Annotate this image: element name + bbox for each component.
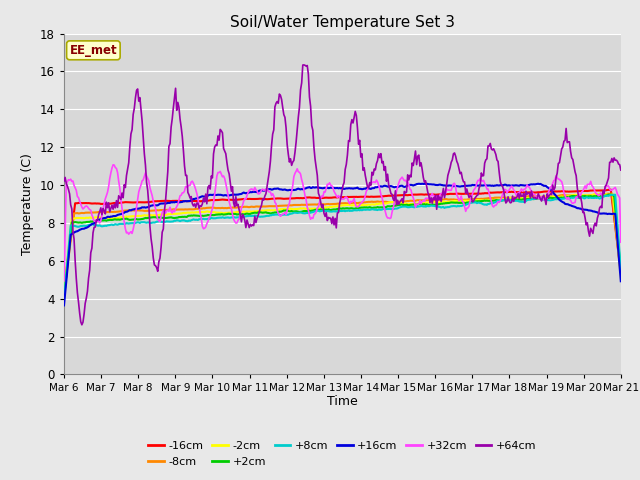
Title: Soil/Water Temperature Set 3: Soil/Water Temperature Set 3 (230, 15, 455, 30)
Y-axis label: Temperature (C): Temperature (C) (21, 153, 35, 255)
Text: EE_met: EE_met (70, 44, 117, 57)
Legend: -16cm, -8cm, -2cm, +2cm, +8cm, +16cm, +32cm, +64cm: -16cm, -8cm, -2cm, +2cm, +8cm, +16cm, +3… (144, 437, 541, 471)
X-axis label: Time: Time (327, 395, 358, 408)
